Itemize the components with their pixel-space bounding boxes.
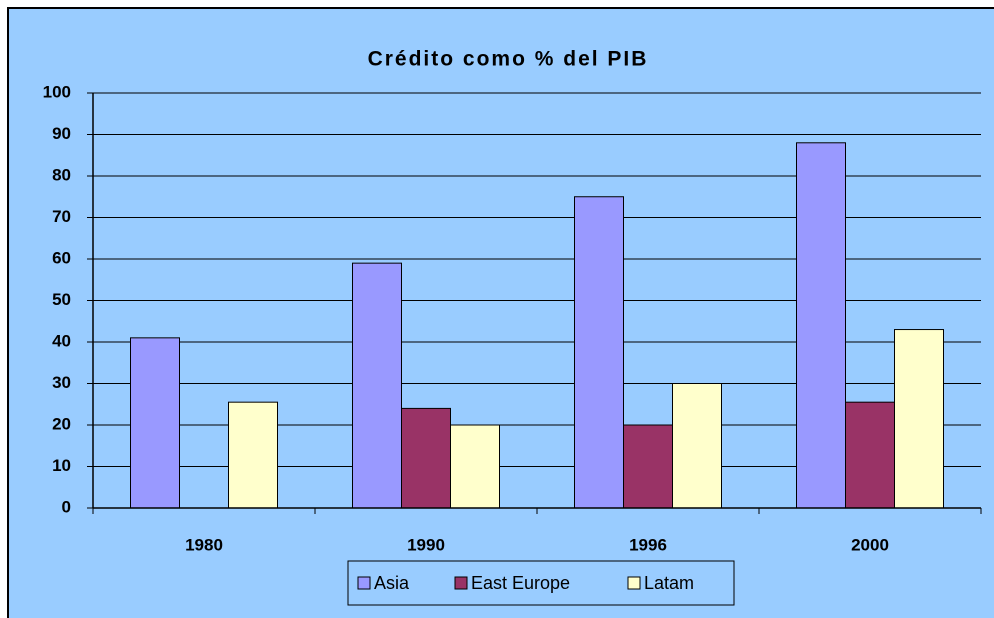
y-tick-label: 40 bbox=[52, 331, 71, 350]
bar bbox=[228, 401, 278, 509]
legend-label: Latam bbox=[644, 573, 694, 593]
bar bbox=[623, 424, 673, 509]
bar bbox=[130, 337, 180, 509]
y-tick-label: 50 bbox=[52, 290, 71, 309]
x-tick-label: 1980 bbox=[185, 535, 223, 554]
legend-label: Asia bbox=[374, 573, 410, 593]
x-tick-label: 2000 bbox=[851, 535, 889, 554]
chart-title: Crédito como % del PIB bbox=[368, 48, 649, 71]
bar bbox=[845, 401, 895, 509]
chart-area bbox=[7, 7, 994, 618]
y-tick-label: 30 bbox=[52, 373, 71, 392]
y-tick-label: 80 bbox=[52, 165, 71, 184]
bar bbox=[574, 196, 624, 509]
x-tick-label: 1996 bbox=[629, 535, 667, 554]
y-tick-label: 70 bbox=[52, 207, 71, 226]
bar bbox=[894, 329, 944, 509]
bar bbox=[352, 262, 402, 509]
bar bbox=[450, 424, 500, 509]
legend-swatch bbox=[454, 576, 468, 590]
bar bbox=[796, 142, 846, 509]
y-tick-label: 0 bbox=[62, 497, 71, 516]
legend-label: East Europe bbox=[471, 573, 570, 593]
y-tick-label: 20 bbox=[52, 414, 71, 433]
legend-box bbox=[347, 560, 735, 606]
y-tick-label: 100 bbox=[43, 82, 71, 101]
bar bbox=[401, 407, 451, 509]
legend-swatch bbox=[627, 576, 641, 590]
y-tick-label: 90 bbox=[52, 124, 71, 143]
y-tick-label: 10 bbox=[52, 456, 71, 475]
x-tick-label: 1990 bbox=[407, 535, 445, 554]
y-tick-label: 60 bbox=[52, 248, 71, 267]
bar bbox=[672, 383, 722, 509]
legend-swatch bbox=[357, 576, 371, 590]
